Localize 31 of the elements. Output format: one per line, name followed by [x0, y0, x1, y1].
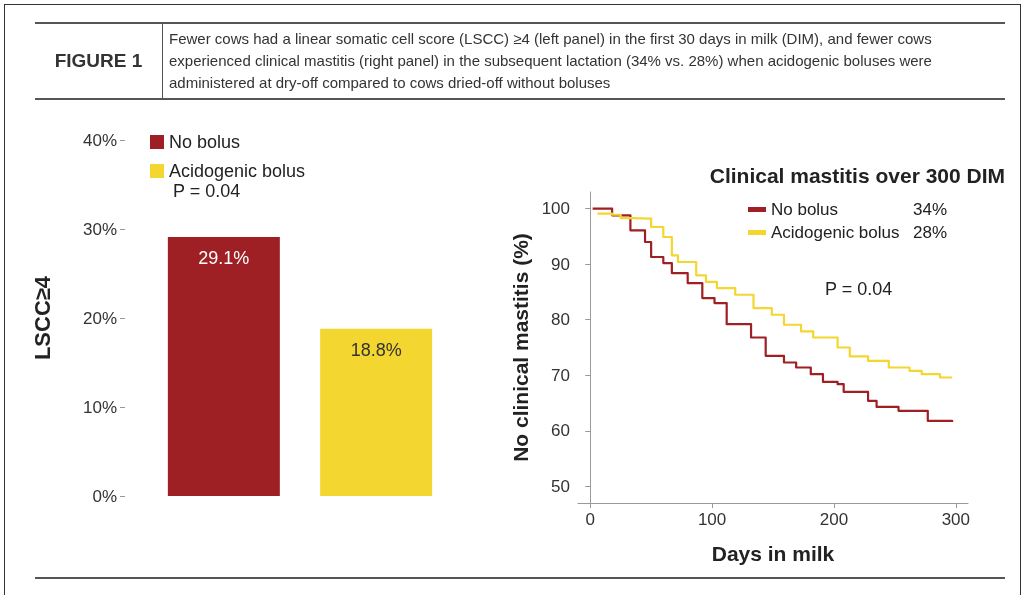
- x-tick-label: 100: [697, 510, 727, 529]
- y-tick-label: 60: [551, 421, 570, 441]
- legend-label: Acidogenic bolus: [770, 223, 900, 242]
- y-tick-label: 100: [541, 199, 570, 219]
- y-axis-title: LSCC≥4: [29, 275, 55, 361]
- legend-label: No bolus: [169, 132, 241, 152]
- y-tick-label: 0%: [92, 486, 117, 506]
- y-axis-title: No clinical mastitis (%): [508, 233, 532, 462]
- annotation: 28%: [912, 223, 948, 242]
- data-label: 18.8%: [350, 339, 402, 360]
- annotation: 34%: [912, 200, 948, 219]
- data-label: 29.1%: [198, 248, 250, 269]
- chart-title: FIGURE 1: [35, 24, 163, 98]
- x-axis-title: Days in milk: [711, 542, 835, 565]
- y-tick-label: 70: [551, 365, 570, 385]
- legend-label: Acidogenic bolus: [169, 161, 306, 181]
- chart-title: Clinical mastitis over 300 DIM: [709, 164, 1006, 187]
- x-tick-label: 200: [819, 510, 849, 529]
- annotation: P = 0.04: [825, 279, 893, 299]
- x-tick-label: 0: [585, 510, 595, 529]
- y-tick-label: 40%: [82, 130, 117, 150]
- y-tick-label: 20%: [82, 308, 117, 328]
- y-tick-label: 50: [551, 476, 570, 496]
- y-tick-label: 10%: [82, 397, 117, 417]
- y-tick-label: 30%: [82, 219, 117, 239]
- legend-label: No bolus: [770, 200, 839, 219]
- annotation: P = 0.04: [173, 181, 241, 201]
- text: Fewer cows had a linear somatic cell score (LSCC) ≥4 (left panel) in the first 30 days in milk (DIM), and fewer cows experienced clinical mastitis (right panel) in the subsequent lactation (34% vs. 28%) when acidogenic boluses were administered at dry-off compared to cows dried-off without boluses: [168, 29, 933, 93]
- y-tick-label: 80: [551, 310, 570, 330]
- y-tick-label: 90: [551, 254, 570, 274]
- x-tick-label: 300: [941, 510, 970, 529]
